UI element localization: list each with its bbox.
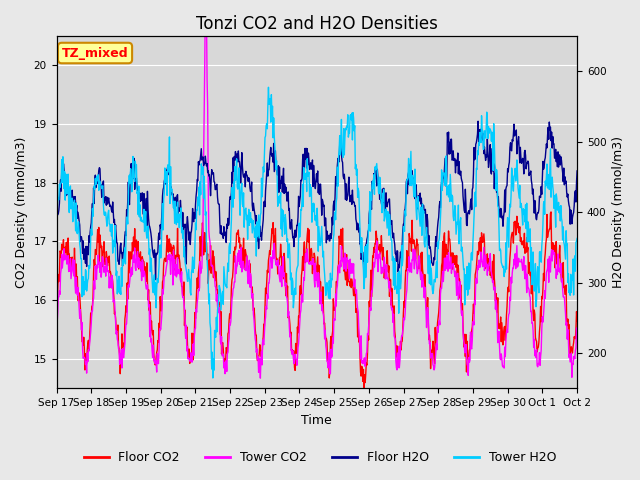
Y-axis label: CO2 Density (mmol/m3): CO2 Density (mmol/m3) [15,136,28,288]
Text: TZ_mixed: TZ_mixed [61,47,129,60]
Y-axis label: H2O Density (mmol/m3): H2O Density (mmol/m3) [612,136,625,288]
X-axis label: Time: Time [301,414,332,427]
Legend: Floor CO2, Tower CO2, Floor H2O, Tower H2O: Floor CO2, Tower CO2, Floor H2O, Tower H… [79,446,561,469]
Title: Tonzi CO2 and H2O Densities: Tonzi CO2 and H2O Densities [196,15,438,33]
